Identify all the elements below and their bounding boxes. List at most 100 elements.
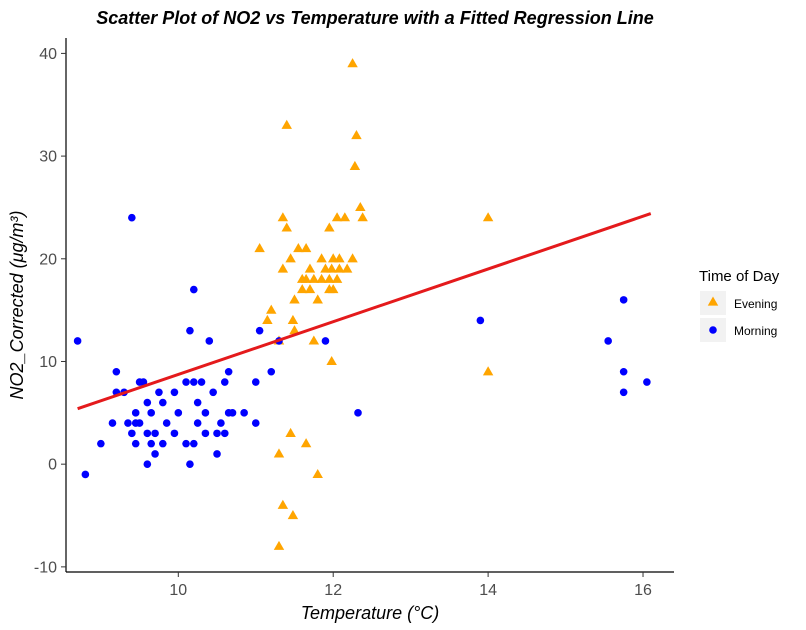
point-evening [277, 499, 289, 509]
point-evening [262, 314, 273, 324]
point-evening [277, 263, 289, 273]
point-morning [604, 337, 612, 345]
point-morning [201, 429, 210, 438]
point-morning [213, 429, 221, 438]
point-morning [224, 367, 233, 376]
point-morning [197, 378, 206, 386]
point-morning [619, 296, 628, 304]
point-evening [304, 263, 316, 273]
point-morning [228, 409, 237, 417]
points-layer [73, 58, 651, 550]
point-evening [285, 427, 296, 437]
regression-line [77, 212, 652, 411]
point-evening [351, 130, 362, 140]
point-evening [331, 273, 343, 283]
y-tick-label: 30 [39, 149, 57, 166]
x-tick-label: 10 [169, 582, 187, 599]
point-morning [205, 337, 214, 345]
point-morning [147, 439, 155, 448]
point-evening [482, 366, 494, 376]
point-evening [316, 253, 327, 263]
point-evening [273, 448, 285, 458]
point-morning [213, 450, 221, 458]
point-evening [324, 222, 335, 232]
point-morning [128, 213, 136, 222]
point-evening [312, 294, 323, 304]
point-morning [155, 388, 163, 397]
point-morning [73, 337, 82, 345]
point-evening [341, 263, 353, 273]
point-evening [355, 201, 366, 212]
point-morning [182, 439, 190, 448]
point-morning [619, 388, 628, 397]
point-morning [135, 419, 144, 427]
point-morning [220, 429, 229, 438]
point-morning [251, 378, 260, 386]
point-morning [267, 367, 276, 376]
point-evening [316, 273, 327, 283]
point-morning [643, 378, 651, 386]
point-evening [326, 263, 337, 273]
y-tick-label: 0 [48, 457, 57, 474]
point-evening [297, 284, 308, 294]
point-morning [619, 367, 628, 376]
point-morning [217, 419, 225, 427]
point-morning [159, 398, 167, 407]
point-morning [97, 439, 105, 448]
x-axis-title: Temperature (°C) [301, 603, 440, 623]
point-evening [281, 222, 292, 232]
point-morning [112, 367, 121, 376]
point-evening [300, 438, 312, 448]
x-tick-label: 16 [634, 582, 652, 599]
point-evening [266, 304, 277, 314]
point-evening [289, 325, 300, 335]
x-ticks: 10 12 14 16 [169, 572, 652, 599]
point-evening [254, 243, 265, 253]
point-morning [162, 419, 171, 427]
y-tick-label: 10 [39, 354, 57, 371]
point-morning [143, 429, 152, 438]
point-evening [289, 294, 300, 304]
point-evening [293, 243, 304, 253]
legend-title: Time of Day [699, 268, 780, 285]
point-evening [273, 540, 285, 550]
point-morning [189, 378, 198, 386]
point-morning [209, 388, 217, 397]
point-evening [324, 273, 335, 283]
point-morning [143, 398, 152, 407]
point-evening [300, 243, 312, 253]
legend-triangle-icon [707, 296, 719, 306]
legend-circle-icon [709, 326, 717, 334]
point-evening [308, 335, 320, 345]
point-morning [182, 378, 190, 386]
chart-title: Scatter Plot of NO2 vs Temperature with … [96, 8, 653, 28]
point-morning [189, 439, 198, 448]
point-evening [326, 355, 337, 366]
axes [65, 38, 674, 573]
point-morning [131, 439, 140, 448]
point-evening [285, 253, 296, 263]
legend: Time of Day Evening Morning [699, 268, 780, 342]
point-morning [81, 470, 90, 479]
point-evening [347, 58, 358, 68]
point-morning [170, 429, 179, 438]
point-morning [143, 460, 152, 468]
point-morning [186, 460, 194, 468]
point-evening [334, 263, 345, 273]
y-tick-label: 20 [39, 251, 57, 268]
point-morning [201, 409, 210, 417]
point-morning [186, 326, 194, 335]
point-morning [128, 429, 136, 438]
point-morning [139, 378, 148, 386]
point-evening [281, 119, 292, 129]
x-tick-label: 14 [479, 582, 497, 599]
point-morning [108, 419, 117, 427]
point-morning [321, 337, 330, 345]
point-morning [151, 450, 159, 458]
point-evening [304, 284, 316, 294]
point-morning [193, 419, 202, 427]
point-morning [193, 398, 202, 407]
point-morning [251, 419, 260, 427]
point-morning [354, 409, 362, 417]
